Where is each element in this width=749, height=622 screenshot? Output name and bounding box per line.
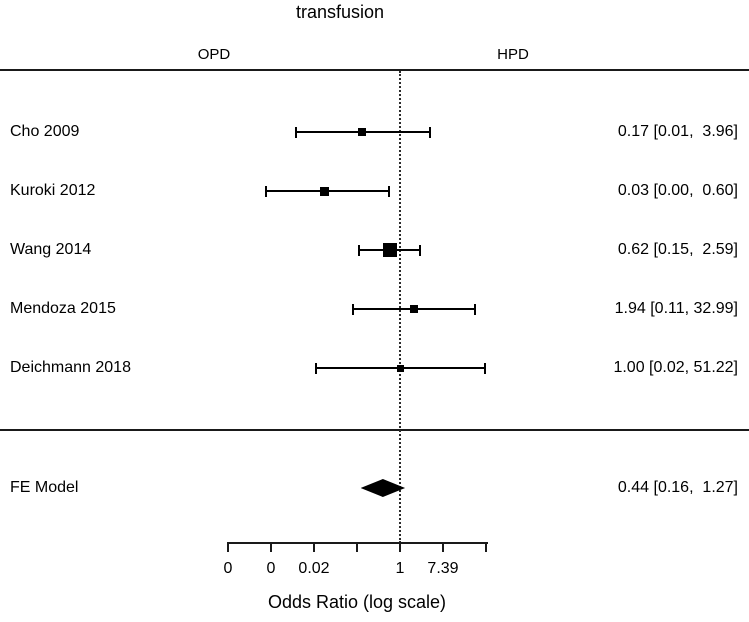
study-label: Kuroki 2012 xyxy=(10,182,96,199)
ci-cap-left xyxy=(358,245,361,256)
axis-tick xyxy=(399,542,401,552)
column-header-hpd: HPD xyxy=(497,46,529,63)
study-annotation: 0.17 [0.01, 3.96] xyxy=(617,123,738,140)
study-annotation: 0.62 [0.15, 2.59] xyxy=(617,241,738,258)
ci-cap-right xyxy=(419,245,422,256)
ci-cap-left xyxy=(295,127,298,138)
axis-tick xyxy=(270,542,272,552)
summary-diamond xyxy=(360,479,406,497)
summary-separator-rule xyxy=(0,429,749,431)
summary-annotation: 0.44 [0.16, 1.27] xyxy=(617,479,738,496)
study-label: Deichmann 2018 xyxy=(10,359,131,376)
ci-cap-right xyxy=(474,304,477,315)
axis-tick xyxy=(485,542,487,552)
ci-cap-right xyxy=(483,363,486,374)
estimate-square xyxy=(382,243,397,257)
axis-tick xyxy=(356,542,358,552)
column-header-opd: OPD xyxy=(197,46,231,63)
axis-tick-label: 1 xyxy=(395,560,405,577)
axis-tick-label: 7.39 xyxy=(427,560,459,577)
axis-tick xyxy=(442,542,444,552)
x-axis-line xyxy=(228,542,488,544)
estimate-square xyxy=(357,128,366,136)
top-rule xyxy=(0,69,749,71)
study-annotation: 1.00 [0.02, 51.22] xyxy=(613,359,738,376)
axis-tick-label: 0 xyxy=(266,560,276,577)
ci-cap-right xyxy=(428,127,431,138)
study-label: Mendoza 2015 xyxy=(10,300,116,317)
study-annotation: 0.03 [0.00, 0.60] xyxy=(617,182,738,199)
study-label: Wang 2014 xyxy=(10,241,92,258)
estimate-square xyxy=(396,364,404,372)
plot-title: transfusion xyxy=(295,2,385,22)
x-axis-title: Odds Ratio (log scale) xyxy=(267,592,447,612)
axis-tick-label: 0.02 xyxy=(298,560,330,577)
reference-line xyxy=(399,71,401,543)
ci-cap-right xyxy=(388,186,391,197)
estimate-square xyxy=(410,305,419,313)
ci-cap-left xyxy=(265,186,268,197)
study-label: Cho 2009 xyxy=(10,123,80,140)
estimate-square xyxy=(320,186,330,196)
study-annotation: 1.94 [0.11, 32.99] xyxy=(614,300,738,317)
axis-tick-label: 0 xyxy=(223,560,233,577)
summary-label: FE Model xyxy=(10,479,79,496)
ci-cap-left xyxy=(314,363,317,374)
axis-tick xyxy=(227,542,229,552)
axis-tick xyxy=(313,542,315,552)
ci-cap-left xyxy=(351,304,354,315)
